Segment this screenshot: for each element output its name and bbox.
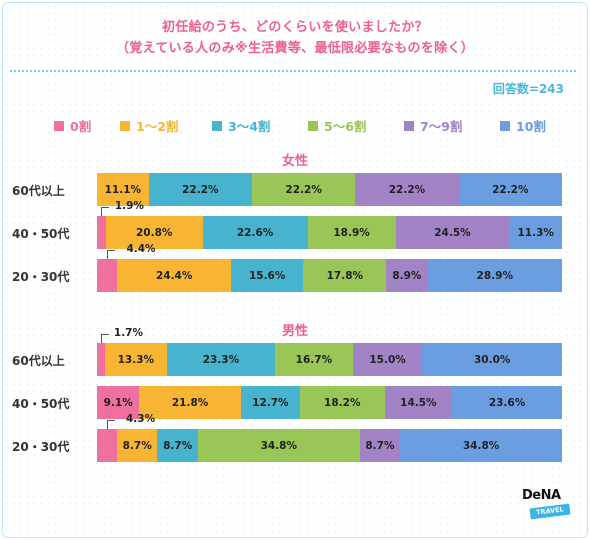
bar-segment: 24.5% bbox=[395, 216, 510, 249]
bar-segment: 16.7% bbox=[275, 343, 353, 376]
dotted-divider bbox=[10, 70, 576, 72]
bar-segment bbox=[97, 429, 117, 462]
bar-segment: 23.3% bbox=[166, 343, 276, 376]
stacked-bar: 24.4% 15.6% 17.8% 8.9% 28.9% bbox=[97, 259, 562, 292]
bar-segment: 22.6% bbox=[202, 216, 308, 249]
legend-item: 10割 bbox=[500, 116, 546, 135]
bar-segment: 15.6% bbox=[230, 259, 304, 292]
bar-segment: 22.2% bbox=[458, 173, 562, 206]
bar-segment: 12.7% bbox=[240, 386, 300, 419]
bar-segment bbox=[97, 343, 105, 376]
bar-segment: 8.7% bbox=[116, 429, 158, 462]
data-label-callout: 1.9% bbox=[114, 200, 144, 212]
bar-segment: 34.8% bbox=[197, 429, 360, 462]
bar-segment bbox=[97, 216, 106, 249]
row-label: 20・30代 bbox=[12, 270, 70, 284]
stacked-bar: 9.1% 21.8% 12.7% 18.2% 14.5% 23.6% bbox=[97, 386, 562, 419]
respondent-count: 回答数=243 bbox=[492, 82, 564, 96]
legend-label: 1〜2割 bbox=[136, 119, 179, 134]
callout-line bbox=[100, 334, 109, 347]
legend-item: 0割 bbox=[54, 116, 91, 135]
row-label: 40・50代 bbox=[12, 227, 70, 241]
bar-segment: 22.2% bbox=[355, 173, 459, 206]
legend-label: 10割 bbox=[516, 119, 546, 134]
bar-segment: 8.7% bbox=[359, 429, 401, 462]
bar-segment: 24.4% bbox=[117, 259, 231, 292]
bar-segment: 20.8% bbox=[105, 216, 203, 249]
data-label-callout: 1.7% bbox=[113, 327, 144, 339]
group-heading: 男性 bbox=[281, 324, 308, 339]
row-label: 60代以上 bbox=[12, 184, 65, 198]
chart-title: 初任給のうち、どのくらいを使いましたか？ bbox=[161, 20, 428, 35]
bar-segment: 18.2% bbox=[299, 386, 385, 419]
bar-segment: 22.2% bbox=[148, 173, 252, 206]
bar-segment: 30.0% bbox=[422, 343, 562, 376]
bar-segment: 34.8% bbox=[400, 429, 562, 462]
bar-segment: 8.9% bbox=[386, 259, 428, 292]
bar-segment: 14.5% bbox=[384, 386, 453, 419]
stacked-bar: 8.7% 8.7% 34.8% 8.7% 34.8% bbox=[97, 429, 562, 462]
bar-segment: 11.1% bbox=[97, 173, 149, 206]
legend-swatch bbox=[120, 120, 130, 131]
bar-segment: 18.9% bbox=[307, 216, 396, 249]
row-label: 60代以上 bbox=[12, 354, 65, 368]
legend-item: 7〜9割 bbox=[404, 116, 462, 135]
bar-segment: 17.8% bbox=[303, 259, 387, 292]
row-label: 40・50代 bbox=[12, 397, 70, 411]
logo-text: DeNA bbox=[522, 488, 561, 503]
data-label-callout: 4.4% bbox=[126, 243, 156, 255]
legend-swatch bbox=[212, 120, 222, 131]
callout-line bbox=[107, 250, 116, 263]
bar-segment: 15.0% bbox=[352, 343, 423, 376]
bar-segment: 22.2% bbox=[251, 173, 356, 206]
legend-label: 0割 bbox=[70, 119, 92, 134]
legend-swatch bbox=[404, 120, 414, 131]
stacked-bar: 13.3% 23.3% 16.7% 15.0% 30.0% bbox=[97, 343, 562, 376]
row-label: 20・30代 bbox=[12, 440, 70, 454]
data-label-callout: 4.3% bbox=[125, 413, 156, 425]
bar-segment bbox=[97, 259, 118, 292]
legend-label: 7〜9割 bbox=[420, 119, 463, 134]
legend-label: 5〜6割 bbox=[324, 119, 367, 134]
bar-segment: 21.8% bbox=[139, 386, 241, 419]
dena-travel-logo: DeNA TRAVEL bbox=[522, 488, 576, 522]
legend-label: 3〜4割 bbox=[228, 119, 271, 134]
legend-swatch bbox=[54, 120, 64, 131]
stacked-bar: 20.8% 22.6% 18.9% 24.5% 11.3% bbox=[97, 216, 562, 249]
chart-subtitle: （覚えている人のみ※生活費等、最低限必要なものを除く） bbox=[115, 41, 475, 56]
bar-segment: 8.7% bbox=[157, 429, 198, 462]
callout-line bbox=[101, 207, 110, 220]
bar-segment: 9.1% bbox=[97, 386, 140, 419]
logo-subtext: TRAVEL bbox=[529, 503, 571, 520]
group-heading: 女性 bbox=[281, 154, 308, 169]
callout-line bbox=[106, 420, 115, 433]
legend-item: 5〜6割 bbox=[308, 116, 366, 135]
legend-swatch bbox=[308, 120, 318, 131]
bar-segment: 23.6% bbox=[452, 386, 562, 419]
bar-segment: 28.9% bbox=[427, 259, 562, 292]
legend-item: 3〜4割 bbox=[212, 116, 270, 135]
bar-segment: 11.3% bbox=[509, 216, 562, 249]
bar-segment: 13.3% bbox=[104, 343, 167, 376]
legend: 0割 1〜2割 3〜4割 5〜6割 7〜9割 10割 bbox=[54, 116, 574, 134]
legend-item: 1〜2割 bbox=[120, 116, 178, 135]
legend-swatch bbox=[500, 120, 510, 131]
stacked-bar: 11.1% 22.2% 22.2% 22.2% 22.2% bbox=[97, 173, 562, 206]
